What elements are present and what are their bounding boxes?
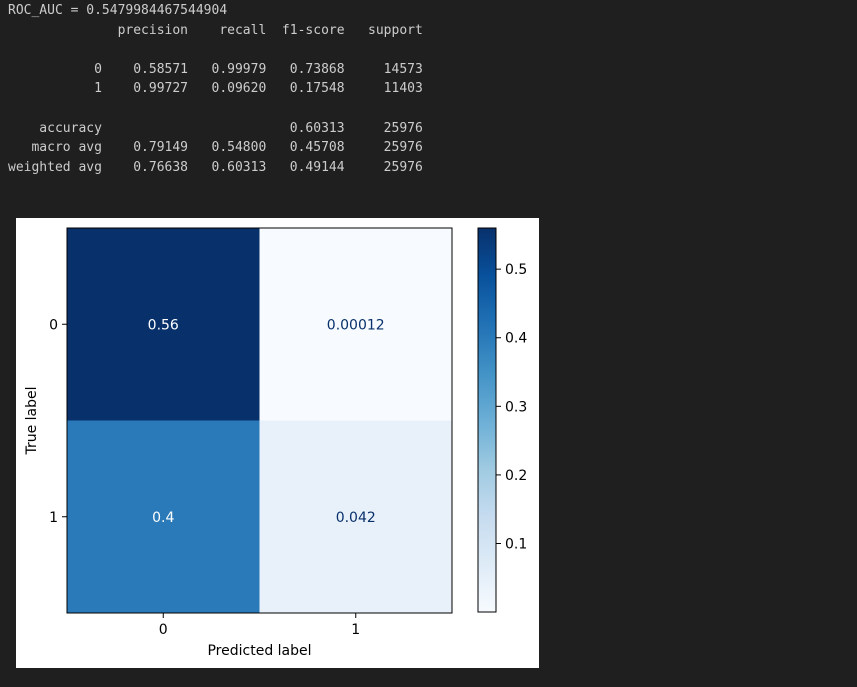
roc-auc-line: ROC_AUC = 0.5479984467544904 — [8, 3, 228, 18]
colorbar-tick-label: 0.5 — [505, 262, 527, 278]
colorbar-tick-label: 0.4 — [505, 331, 527, 347]
matrix-cell — [67, 228, 260, 421]
cell-value-label: 0.4 — [152, 510, 174, 526]
report-line: macro avg 0.79149 0.54800 0.45708 25976 — [8, 140, 423, 156]
matrix-cell — [259, 420, 452, 613]
report-line: accuracy 0.60313 25976 — [8, 120, 423, 136]
axes-frame — [66, 227, 453, 614]
report-line: 0 0.58571 0.99979 0.73868 14573 — [8, 61, 423, 77]
cell-value-label: 0.56 — [148, 317, 179, 333]
report-line — [8, 99, 423, 119]
y-tick-label: 1 — [49, 510, 58, 526]
report-line — [8, 40, 423, 60]
report-line: weighted avg 0.76638 0.60313 0.49144 259… — [8, 159, 423, 175]
matrix-cell — [259, 228, 452, 421]
x-tick-label: 0 — [159, 622, 168, 638]
colorbar-tick-label: 0.3 — [505, 399, 527, 415]
colorbar-tick-label: 0.2 — [505, 468, 527, 484]
confusion-matrix-figure: 0.56 0.00012 0.4 0.042 0 1 0 1 Predicted label… — [16, 218, 539, 668]
matrix-cell — [67, 420, 260, 613]
x-tick-label: 1 — [351, 622, 360, 638]
colorbar — [477, 227, 497, 613]
cell-value-label: 0.00012 — [327, 317, 385, 333]
cell-output-text: ROC_AUC = 0.5479984467544904 precision r… — [8, 1, 423, 177]
y-tick-label: 0 — [49, 317, 58, 333]
colorbar-tick-label: 0.1 — [505, 536, 527, 552]
y-axis-label: True label — [24, 386, 40, 455]
cell-value-label: 0.042 — [336, 510, 376, 526]
report-line: 1 0.99727 0.09620 0.17548 11403 — [8, 81, 423, 97]
confusion-matrix-plot: 0.56 0.00012 0.4 0.042 0 1 0 1 Predicted label… — [24, 227, 527, 659]
report-line: precision recall f1-score support — [8, 22, 423, 38]
x-axis-label: Predicted label — [207, 643, 311, 659]
